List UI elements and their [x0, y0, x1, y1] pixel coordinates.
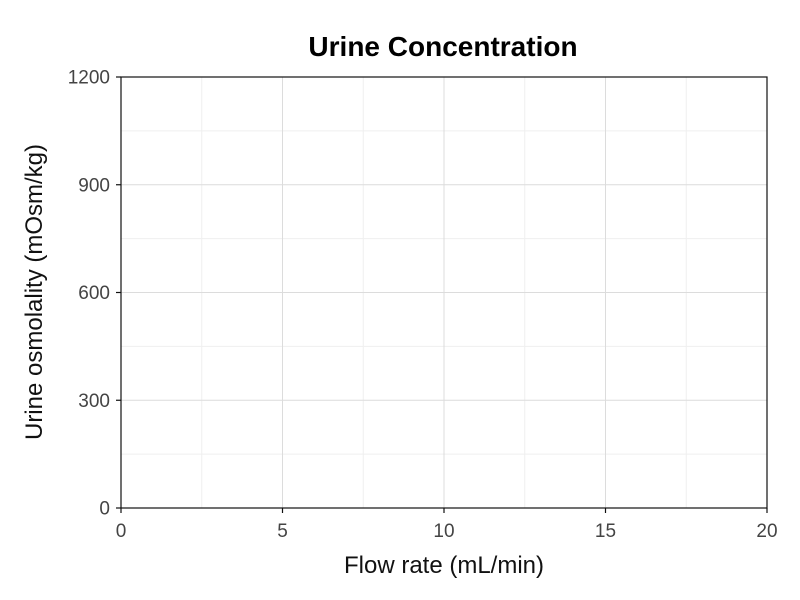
- x-tick-label: 20: [756, 521, 777, 542]
- grid-lines: [120, 76, 768, 509]
- y-tick-label: 900: [78, 175, 110, 196]
- tick-labels: 0 5 10 15 20 0 300 600 900 1200: [68, 68, 778, 542]
- x-axis-title: Flow rate (mL/min): [344, 552, 544, 579]
- y-axis-title: Urine osmolality (mOsm/kg): [21, 144, 48, 440]
- x-tick-label: 0: [116, 521, 127, 542]
- y-tick-label: 1200: [68, 68, 110, 89]
- chart-title: Urine Concentration: [308, 31, 577, 62]
- y-tick-label: 600: [78, 283, 110, 304]
- y-tick-label: 300: [78, 391, 110, 412]
- x-tick-label: 10: [433, 521, 454, 542]
- y-tick-label: 0: [99, 499, 110, 520]
- x-tick-label: 15: [595, 521, 616, 542]
- axis-ticks: [116, 76, 768, 513]
- x-tick-label: 5: [277, 521, 288, 542]
